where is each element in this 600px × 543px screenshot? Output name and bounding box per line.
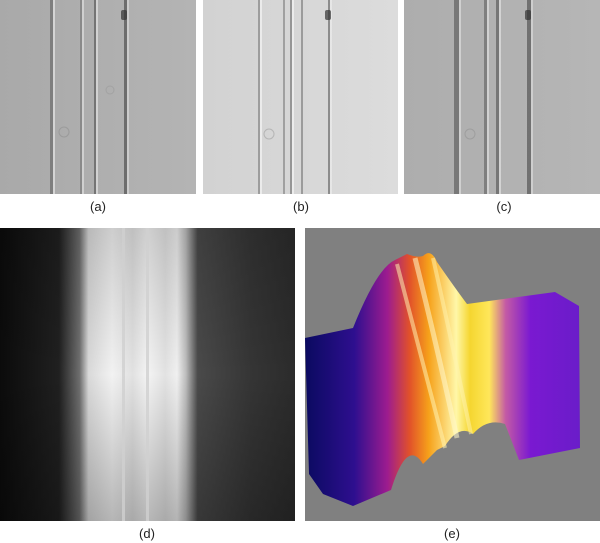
caption-e: (e) xyxy=(444,526,460,541)
panel-b-image xyxy=(203,0,398,194)
caption-a: (a) xyxy=(90,199,106,214)
caption-d: (d) xyxy=(139,526,155,541)
caption-b: (b) xyxy=(293,199,309,214)
panel-a-image xyxy=(0,0,196,194)
caption-c: (c) xyxy=(496,199,512,214)
panel-d-image xyxy=(0,228,295,521)
panel-e-image xyxy=(305,228,600,521)
panel-c-image xyxy=(404,0,600,194)
